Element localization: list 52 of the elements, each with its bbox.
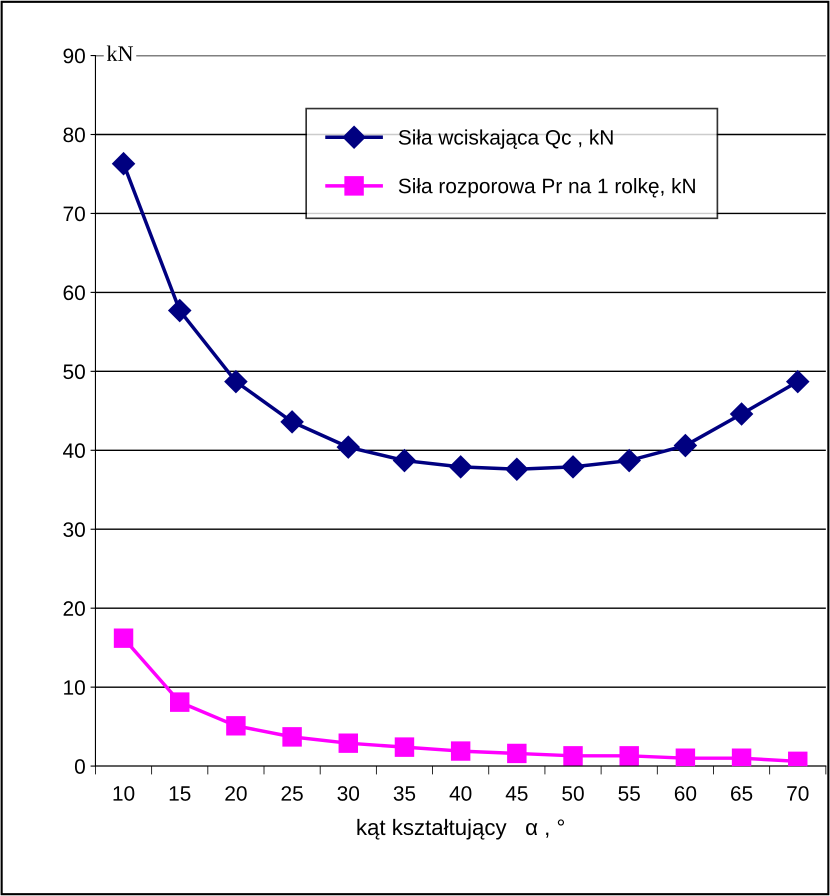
- legend-label: Siła wciskająca Qc , kN: [398, 129, 613, 149]
- y-tick-label: 80: [63, 128, 85, 142]
- y-axis-title: kN: [106, 45, 134, 61]
- x-tick-label: 45: [506, 786, 528, 801]
- x-tick-label: 30: [337, 786, 360, 801]
- point: [563, 746, 583, 766]
- y-tick-label: 20: [64, 601, 85, 616]
- y-tick-label: 50: [63, 364, 85, 380]
- y-tick-label: 10: [64, 680, 85, 695]
- y-tick-label: 30: [63, 522, 85, 537]
- point: [507, 744, 527, 764]
- x-tick-label: 50: [562, 786, 584, 801]
- x-axis-title: kąt kształtujący α , °: [357, 818, 564, 840]
- point: [224, 370, 248, 394]
- point: [450, 741, 470, 761]
- x-tick-label: 20: [225, 786, 247, 801]
- point: [280, 410, 304, 434]
- legend-label: Siła rozporowa Pr na 1 rolkę, kN: [398, 178, 695, 198]
- point: [730, 402, 754, 426]
- point: [676, 748, 696, 766]
- y-tick-label: 40: [63, 443, 85, 458]
- point: [112, 152, 136, 176]
- point: [449, 455, 472, 478]
- point: [336, 436, 360, 459]
- x-tick-label: 70: [787, 786, 809, 801]
- x-tick-label: 15: [170, 786, 190, 801]
- point: [732, 748, 752, 766]
- y-tick-label: 0: [74, 759, 85, 774]
- point: [170, 692, 190, 712]
- x-tick-label: 35: [394, 786, 416, 801]
- point: [392, 449, 416, 472]
- x-tick-label: 40: [450, 786, 472, 801]
- x-tick-label: 25: [282, 786, 303, 801]
- point: [394, 737, 414, 757]
- y-tick-label: 90: [64, 48, 85, 64]
- point: [674, 434, 697, 458]
- point: [505, 458, 528, 481]
- x-tick-label: 10: [114, 786, 134, 801]
- point: [618, 449, 641, 472]
- point: [786, 370, 810, 394]
- y-tick-label: 60: [64, 285, 85, 300]
- point: [114, 628, 134, 648]
- point: [226, 716, 246, 736]
- x-tick-label: 60: [674, 786, 696, 801]
- point: [282, 727, 302, 747]
- point: [562, 455, 585, 478]
- point: [168, 299, 192, 322]
- point: [338, 733, 358, 753]
- point: [619, 746, 639, 766]
- x-tick-label: 55: [618, 786, 640, 801]
- y-tick-label: 70: [64, 206, 85, 222]
- x-tick-label: 65: [731, 786, 752, 801]
